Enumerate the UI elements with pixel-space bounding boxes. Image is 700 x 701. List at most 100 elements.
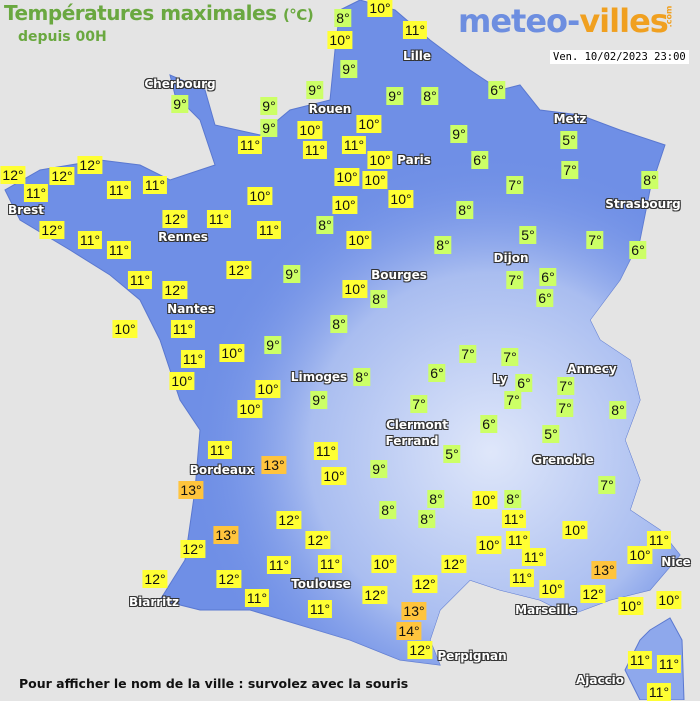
temperature-marker[interactable]: 10°	[219, 344, 245, 362]
temperature-marker[interactable]: 14°	[396, 622, 422, 640]
temperature-marker[interactable]: 10°	[255, 380, 281, 398]
temperature-marker[interactable]: 10°	[371, 555, 397, 573]
temperature-marker[interactable]: 8°	[609, 401, 627, 419]
temperature-marker[interactable]: 9°	[386, 87, 404, 105]
temperature-marker[interactable]: 7°	[504, 391, 522, 409]
temperature-marker[interactable]: 8°	[641, 171, 659, 189]
temperature-marker[interactable]: 10°	[388, 190, 414, 208]
temperature-marker[interactable]: 10°	[627, 546, 653, 564]
temperature-marker[interactable]: 11°	[106, 181, 132, 199]
temperature-marker[interactable]: 6°	[539, 268, 557, 286]
temperature-marker[interactable]: 12°	[362, 586, 388, 604]
temperature-marker[interactable]: 12°	[216, 570, 242, 588]
temperature-marker[interactable]: 10°	[112, 320, 138, 338]
temperature-marker[interactable]: 7°	[506, 271, 524, 289]
temperature-marker[interactable]: 11°	[501, 510, 527, 528]
temperature-marker[interactable]: 11°	[127, 271, 153, 289]
temperature-marker[interactable]: 8°	[427, 490, 445, 508]
temperature-marker[interactable]: 7°	[501, 348, 519, 366]
temperature-marker[interactable]: 12°	[162, 210, 188, 228]
temperature-marker[interactable]: 12°	[0, 166, 26, 184]
temperature-marker[interactable]: 8°	[379, 501, 397, 519]
temperature-marker[interactable]: 8°	[330, 315, 348, 333]
temperature-marker[interactable]: 12°	[412, 575, 438, 593]
temperature-marker[interactable]: 7°	[586, 231, 604, 249]
temperature-marker[interactable]: 13°	[591, 561, 617, 579]
temperature-marker[interactable]: 11°	[313, 442, 339, 460]
temperature-marker[interactable]: 9°	[260, 97, 278, 115]
temperature-marker[interactable]: 5°	[519, 226, 537, 244]
temperature-marker[interactable]: 9°	[171, 95, 189, 113]
temperature-marker[interactable]: 8°	[316, 216, 334, 234]
temperature-marker[interactable]: 9°	[283, 265, 301, 283]
temperature-marker[interactable]: 7°	[506, 176, 524, 194]
temperature-marker[interactable]: 5°	[443, 445, 461, 463]
temperature-marker[interactable]: 10°	[362, 171, 388, 189]
temperature-marker[interactable]: 11°	[646, 683, 672, 701]
temperature-marker[interactable]: 6°	[488, 81, 506, 99]
temperature-marker[interactable]: 11°	[207, 441, 233, 459]
temperature-marker[interactable]: 10°	[476, 536, 502, 554]
temperature-marker[interactable]: 10°	[346, 231, 372, 249]
temperature-marker[interactable]: 8°	[370, 290, 388, 308]
temperature-marker[interactable]: 11°	[206, 210, 232, 228]
temperature-marker[interactable]: 6°	[428, 364, 446, 382]
temperature-marker[interactable]: 11°	[142, 176, 168, 194]
temperature-marker[interactable]: 11°	[627, 651, 653, 669]
temperature-marker[interactable]: 11°	[106, 241, 132, 259]
temperature-marker[interactable]: 12°	[77, 156, 103, 174]
meteo-villes-logo[interactable]: meteo-villes .com	[458, 2, 674, 40]
temperature-marker[interactable]: 12°	[305, 531, 331, 549]
temperature-marker[interactable]: 7°	[410, 395, 428, 413]
temperature-marker[interactable]: 13°	[178, 481, 204, 499]
temperature-marker[interactable]: 12°	[276, 511, 302, 529]
temperature-marker[interactable]: 10°	[342, 280, 368, 298]
temperature-marker[interactable]: 10°	[367, 0, 393, 17]
temperature-marker[interactable]: 8°	[456, 201, 474, 219]
temperature-marker[interactable]: 10°	[356, 115, 382, 133]
temperature-marker[interactable]: 6°	[480, 415, 498, 433]
temperature-marker[interactable]: 8°	[418, 510, 436, 528]
temperature-marker[interactable]: 10°	[247, 187, 273, 205]
temperature-marker[interactable]: 10°	[169, 372, 195, 390]
temperature-marker[interactable]: 10°	[297, 121, 323, 139]
temperature-marker[interactable]: 9°	[306, 81, 324, 99]
temperature-marker[interactable]: 11°	[180, 350, 206, 368]
temperature-marker[interactable]: 7°	[561, 161, 579, 179]
temperature-marker[interactable]: 11°	[509, 569, 535, 587]
temperature-marker[interactable]: 12°	[39, 221, 65, 239]
temperature-marker[interactable]: 12°	[441, 555, 467, 573]
temperature-marker[interactable]: 7°	[459, 345, 477, 363]
temperature-marker[interactable]: 9°	[264, 336, 282, 354]
temperature-marker[interactable]: 11°	[302, 141, 328, 159]
temperature-marker[interactable]: 8°	[353, 368, 371, 386]
temperature-marker[interactable]: 12°	[49, 167, 75, 185]
temperature-marker[interactable]: 10°	[472, 491, 498, 509]
temperature-marker[interactable]: 10°	[334, 168, 360, 186]
temperature-marker[interactable]: 11°	[656, 655, 682, 673]
temperature-marker[interactable]: 8°	[504, 490, 522, 508]
temperature-marker[interactable]: 6°	[536, 289, 554, 307]
temperature-marker[interactable]: 11°	[317, 555, 343, 573]
temperature-marker[interactable]: 12°	[407, 641, 433, 659]
temperature-marker[interactable]: 8°	[421, 87, 439, 105]
temperature-marker[interactable]: 9°	[310, 391, 328, 409]
temperature-marker[interactable]: 11°	[256, 221, 282, 239]
temperature-marker[interactable]: 7°	[598, 476, 616, 494]
temperature-marker[interactable]: 13°	[261, 456, 287, 474]
temperature-marker[interactable]: 11°	[307, 600, 333, 618]
temperature-marker[interactable]: 10°	[332, 196, 358, 214]
temperature-marker[interactable]: 8°	[334, 9, 352, 27]
temperature-marker[interactable]: 10°	[237, 400, 263, 418]
temperature-marker[interactable]: 10°	[367, 151, 393, 169]
temperature-marker[interactable]: 9°	[340, 60, 358, 78]
temperature-marker[interactable]: 7°	[556, 399, 574, 417]
temperature-marker[interactable]: 6°	[515, 374, 533, 392]
temperature-marker[interactable]: 11°	[341, 136, 367, 154]
temperature-marker[interactable]: 11°	[646, 531, 672, 549]
temperature-marker[interactable]: 11°	[521, 548, 547, 566]
temperature-marker[interactable]: 10°	[618, 597, 644, 615]
temperature-marker[interactable]: 12°	[580, 585, 606, 603]
temperature-marker[interactable]: 12°	[162, 281, 188, 299]
temperature-marker[interactable]: 10°	[321, 467, 347, 485]
